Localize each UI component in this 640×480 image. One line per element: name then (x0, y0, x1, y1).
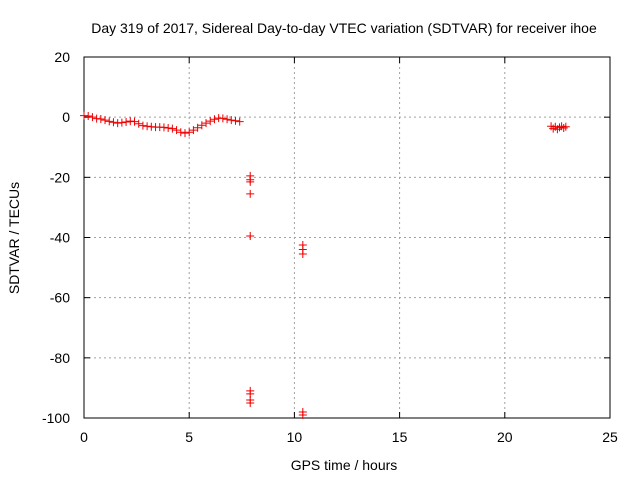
data-point (113, 119, 122, 128)
data-point (559, 123, 568, 132)
data-point (549, 124, 558, 133)
data-point (246, 398, 255, 407)
data-point (138, 121, 147, 130)
data-point (172, 126, 181, 135)
data-point (298, 250, 307, 259)
data-point (197, 121, 206, 130)
data-point (246, 177, 255, 186)
data-point (180, 129, 189, 138)
y-tick-label: -40 (50, 230, 70, 246)
y-tick-label: -100 (42, 410, 70, 426)
x-tick-label: 5 (185, 429, 193, 445)
data-point (298, 410, 307, 419)
grid-lines (84, 57, 610, 418)
data-point (235, 117, 244, 126)
data-point (185, 128, 194, 137)
data-point (561, 122, 570, 131)
y-tick-label: -80 (50, 350, 70, 366)
tick-labels: 0 5 10 15 20 25 -100 -80 -60 -40 -20 0 20 (42, 49, 618, 445)
data-point (227, 116, 236, 125)
data-point (555, 123, 564, 132)
y-tick-label: 0 (62, 109, 70, 125)
data-point (246, 231, 255, 240)
data-point (130, 117, 139, 126)
data-point (105, 117, 114, 126)
x-tick-label: 25 (602, 429, 618, 445)
data-point (168, 124, 177, 133)
x-tick-label: 10 (287, 429, 303, 445)
data-point (553, 125, 562, 134)
data-point (218, 114, 227, 123)
data-point (101, 116, 110, 125)
data-point (202, 119, 211, 128)
data-point (96, 114, 105, 123)
x-axis-label: GPS time / hours (291, 457, 398, 473)
y-tick-label: 20 (54, 49, 70, 65)
data-point (176, 128, 185, 137)
data-point (84, 111, 93, 120)
plot-frame (83, 56, 611, 419)
data-point (109, 118, 118, 127)
data-point (88, 113, 97, 122)
data-point (210, 115, 219, 124)
data-point (189, 126, 198, 135)
chart-title: Day 319 of 2017, Sidereal Day-to-day VTE… (91, 20, 597, 36)
data-point (126, 117, 135, 126)
axis-ticks (83, 56, 611, 419)
data-markers (80, 111, 570, 419)
data-point (557, 122, 566, 131)
y-tick-label: -20 (50, 169, 70, 185)
y-tick-label: -60 (50, 290, 70, 306)
data-point (246, 189, 255, 198)
x-tick-label: 0 (80, 429, 88, 445)
data-point (143, 122, 152, 131)
y-axis-label: SDTVAR / TECUs (6, 182, 22, 294)
data-point (134, 119, 143, 128)
data-point (193, 123, 202, 132)
x-tick-label: 15 (392, 429, 408, 445)
data-point (206, 117, 215, 126)
x-tick-label: 20 (497, 429, 513, 445)
data-point (159, 123, 168, 132)
data-point (164, 123, 173, 132)
data-point (223, 115, 232, 124)
data-point (117, 118, 126, 127)
data-point (231, 116, 240, 125)
data-point (122, 117, 131, 126)
